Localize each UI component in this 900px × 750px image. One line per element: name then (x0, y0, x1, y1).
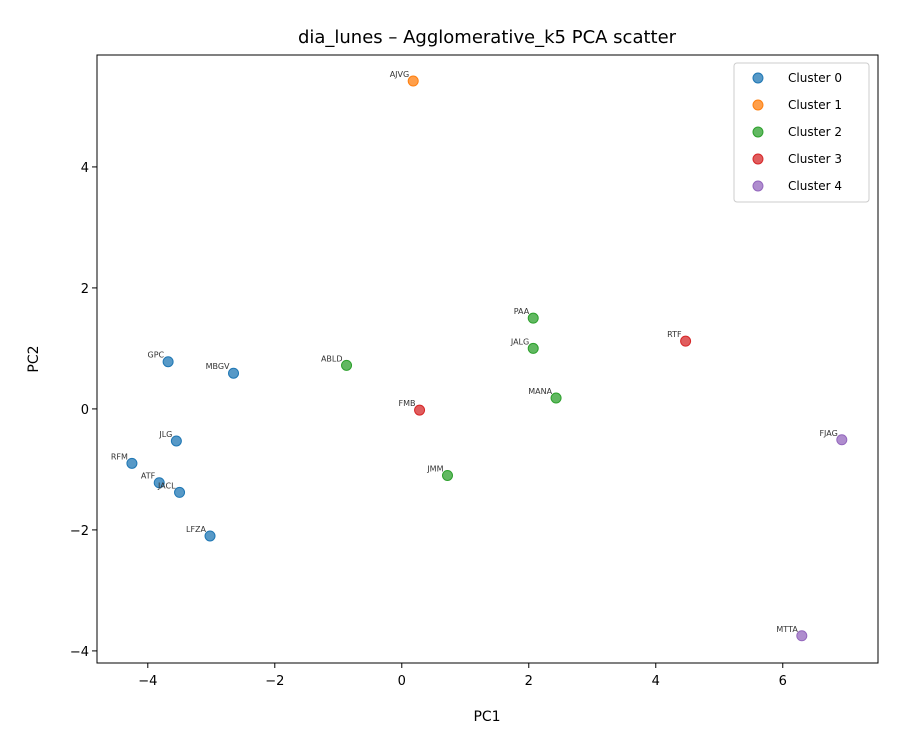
data-point-label: GPC (148, 351, 165, 360)
data-point (527, 342, 539, 354)
x-axis-label: PC1 (473, 709, 500, 725)
x-tick-label: 2 (525, 674, 533, 689)
y-tick-label: 0 (81, 403, 89, 418)
data-point-label: MBGV (206, 362, 230, 371)
data-point (341, 359, 353, 371)
y-tick-label: 4 (81, 161, 89, 176)
data-point (126, 457, 138, 469)
x-tick-label: 6 (779, 674, 787, 689)
y-tick-label: −4 (70, 645, 89, 660)
data-point (153, 477, 165, 489)
data-point-label: RTF (667, 330, 682, 339)
legend: Cluster 0 Cluster 1 Cluster 2 Cluster 3 Clus… (733, 62, 870, 203)
data-point (836, 434, 848, 446)
x-tick-label: −4 (138, 674, 157, 689)
legend-entry: Cluster 1 (788, 98, 842, 112)
x-tick-label: −2 (265, 674, 284, 689)
legend-marker (752, 126, 764, 138)
data-point-label: AJVG (390, 70, 410, 79)
legend-marker (752, 180, 764, 192)
legend-entry: Cluster 2 (788, 125, 842, 139)
data-point (550, 392, 562, 404)
data-point-label: MTTA (776, 625, 798, 634)
data-point (414, 404, 426, 416)
data-points (126, 75, 848, 642)
data-point (407, 75, 419, 87)
data-point (174, 486, 186, 498)
x-tick-label: 4 (652, 674, 660, 689)
data-point-label: JALG (510, 337, 529, 346)
data-point (527, 312, 539, 324)
chart-title: dia_lunes – Agglomerative_k5 PCA scatter (298, 27, 677, 48)
data-point-label: ATF (141, 472, 156, 481)
data-point-label: RFM (111, 452, 128, 461)
legend-entry: Cluster 4 (788, 179, 842, 193)
y-tick-label: −2 (70, 524, 89, 539)
data-point-label: JLG (158, 430, 172, 439)
legend-marker (752, 99, 764, 111)
data-point (170, 435, 182, 447)
plot-area (96, 54, 879, 664)
data-point-label: PAA (514, 307, 530, 316)
data-point-label: JMM (426, 464, 443, 473)
y-tick-label: 2 (81, 282, 89, 297)
data-point-label: LFZA (186, 525, 207, 534)
data-point (680, 335, 692, 347)
data-point-label: JACL (157, 481, 176, 490)
legend-entry: Cluster 3 (788, 152, 842, 166)
y-axis: −4 −2 0 2 4 (70, 161, 97, 660)
x-axis: −4 −2 0 2 4 6 (138, 663, 787, 689)
data-point (441, 469, 453, 481)
data-point-label: FMB (399, 399, 416, 408)
data-point (204, 530, 216, 542)
legend-box (733, 62, 870, 203)
x-tick-label: 0 (398, 674, 406, 689)
data-point-label: MANA (528, 387, 552, 396)
data-point (162, 356, 174, 368)
y-axis-label: PC2 (26, 345, 42, 372)
legend-marker (752, 72, 764, 84)
legend-entry: Cluster 0 (788, 71, 842, 85)
data-point (228, 367, 240, 379)
data-point-label: FJAG (819, 429, 837, 438)
data-point-label: ABLD (321, 354, 343, 363)
data-point (796, 630, 808, 642)
legend-marker (752, 153, 764, 165)
